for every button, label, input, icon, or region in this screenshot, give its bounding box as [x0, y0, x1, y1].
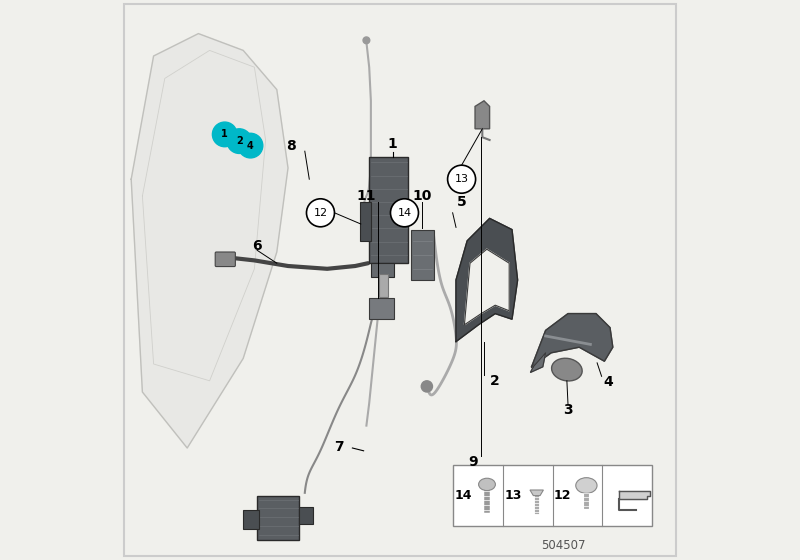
Polygon shape [360, 202, 371, 241]
Ellipse shape [478, 478, 495, 491]
Text: 504507: 504507 [542, 539, 586, 552]
Polygon shape [258, 496, 299, 540]
Ellipse shape [551, 358, 582, 381]
Text: 10: 10 [413, 189, 432, 203]
Polygon shape [475, 101, 490, 129]
Polygon shape [299, 507, 313, 524]
Polygon shape [464, 249, 509, 325]
FancyBboxPatch shape [453, 465, 652, 526]
Text: 3: 3 [563, 403, 573, 417]
Polygon shape [369, 298, 394, 319]
Circle shape [227, 129, 251, 153]
Text: 14: 14 [454, 489, 472, 502]
Polygon shape [531, 314, 613, 367]
Text: 4: 4 [603, 375, 613, 389]
FancyBboxPatch shape [215, 252, 235, 267]
Text: 5: 5 [457, 195, 466, 209]
Circle shape [238, 133, 262, 158]
Text: 4: 4 [247, 141, 254, 151]
Circle shape [363, 37, 370, 44]
Polygon shape [411, 230, 434, 280]
Polygon shape [131, 34, 288, 448]
Polygon shape [369, 157, 408, 263]
Text: 14: 14 [398, 208, 411, 218]
Polygon shape [619, 491, 650, 499]
Text: 8: 8 [286, 139, 296, 153]
Polygon shape [243, 510, 259, 529]
Text: 13: 13 [454, 174, 469, 184]
Text: 12: 12 [554, 489, 571, 502]
Circle shape [390, 199, 418, 227]
Circle shape [306, 199, 334, 227]
Circle shape [447, 165, 475, 193]
Text: 11: 11 [357, 189, 376, 203]
Text: 2: 2 [490, 374, 500, 388]
Text: 1: 1 [388, 137, 398, 151]
Circle shape [422, 381, 433, 392]
Circle shape [213, 122, 237, 147]
Polygon shape [530, 353, 546, 372]
Polygon shape [456, 218, 518, 342]
Ellipse shape [576, 478, 597, 493]
Text: 12: 12 [314, 208, 327, 218]
Text: 9: 9 [468, 455, 478, 469]
Text: 2: 2 [236, 136, 242, 146]
Text: 7: 7 [334, 440, 344, 454]
Text: 1: 1 [222, 129, 228, 139]
Polygon shape [378, 274, 388, 297]
Polygon shape [371, 263, 394, 277]
Text: 6: 6 [252, 240, 262, 254]
Text: 13: 13 [504, 489, 522, 502]
Polygon shape [530, 490, 543, 496]
